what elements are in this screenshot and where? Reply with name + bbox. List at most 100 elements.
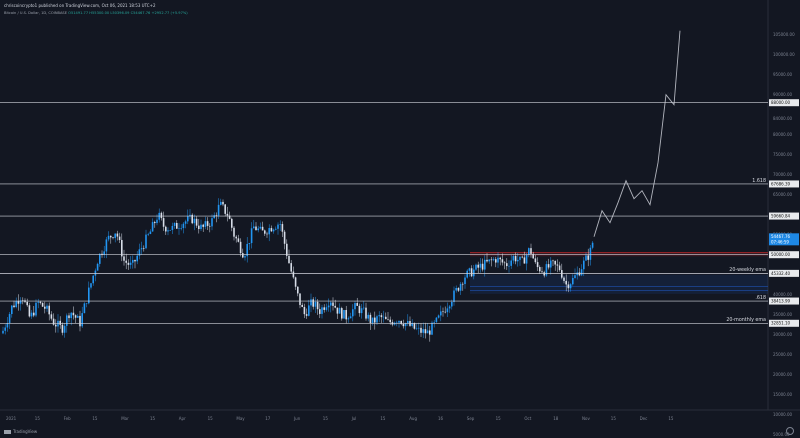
candle-body xyxy=(235,236,237,239)
candle-body xyxy=(415,328,418,330)
candle-body xyxy=(512,256,515,261)
candle-body xyxy=(88,287,90,304)
ohlc-open: O51491.77 xyxy=(68,11,89,15)
candle-body xyxy=(325,307,328,310)
candle-body xyxy=(308,305,310,316)
candle-body xyxy=(501,259,504,263)
time-axis-label: Feb xyxy=(64,416,72,421)
candle-body xyxy=(490,259,493,261)
footer-brand[interactable]: TradingView xyxy=(4,429,37,434)
symbol-name: Bitcoin / U.S. Dollar, 1D, COINBASE xyxy=(4,11,67,15)
candle-body xyxy=(72,312,75,316)
candle-body xyxy=(200,224,202,230)
projection-layer xyxy=(593,30,681,237)
candle-body xyxy=(470,268,473,277)
candle-body xyxy=(178,228,180,229)
candle-body xyxy=(442,311,444,313)
candle-body xyxy=(444,311,446,313)
candle-body xyxy=(156,219,158,224)
candle-body xyxy=(552,260,554,262)
candle-body xyxy=(503,262,506,264)
candle-body xyxy=(393,322,396,325)
ohlc-high: H55300.00 xyxy=(89,11,110,15)
candle-body xyxy=(101,253,103,255)
candle-body xyxy=(4,327,6,331)
candle-body xyxy=(202,224,204,227)
candle-body xyxy=(550,260,552,268)
candle-body xyxy=(48,305,50,315)
level-1618-tag-label: 67686.39 xyxy=(771,181,791,186)
candle-body xyxy=(92,275,94,284)
candle-body xyxy=(402,323,405,327)
level-618-annotation: .618 xyxy=(755,295,766,301)
candle-body xyxy=(321,307,323,314)
price-axis-label: 65000.00 xyxy=(773,192,793,197)
candle-body xyxy=(171,225,174,231)
candle-body xyxy=(334,305,336,308)
ohlc-change: +2952.77 (+5.97%) xyxy=(151,11,188,15)
candle-body xyxy=(453,290,455,302)
candle-body xyxy=(572,278,574,285)
candle-body xyxy=(162,218,165,227)
publisher-line: chriscoincrypto1 published on TradingVie… xyxy=(4,3,156,8)
candle-body xyxy=(528,248,530,255)
candle-body xyxy=(343,310,345,319)
candle-body xyxy=(103,251,105,255)
time-axis[interactable]: 2021 15 Feb 15 Mar 15 Apr 15 May 17 Jun 15 Jul 15 Aug 1… xyxy=(6,416,674,421)
candle-body xyxy=(127,262,130,265)
time-axis-label: 15 xyxy=(35,416,41,421)
last-price-tag xyxy=(769,233,799,246)
candle-body xyxy=(77,315,79,318)
candle-body xyxy=(389,319,391,323)
time-axis-label: 15 xyxy=(611,416,617,421)
candle-body xyxy=(44,306,46,309)
candle-body xyxy=(275,228,277,230)
candle-body xyxy=(277,224,279,229)
candle-body xyxy=(83,303,86,314)
candle-body xyxy=(574,275,576,279)
candle-body xyxy=(418,327,420,329)
candle-body xyxy=(451,301,453,307)
candle-body xyxy=(367,314,369,319)
candle-body xyxy=(222,201,224,205)
candle-body xyxy=(323,307,325,310)
candle-body xyxy=(583,260,585,270)
time-axis-label: 15 xyxy=(380,416,386,421)
candle-body xyxy=(497,257,499,263)
price-axis-label: 35000.00 xyxy=(773,312,793,317)
candle-body xyxy=(437,315,440,318)
candle-body xyxy=(413,322,416,329)
candle-body xyxy=(561,270,563,278)
countdown-label: 07:46:59 xyxy=(771,239,789,244)
candle-body xyxy=(464,277,466,285)
candle-body xyxy=(523,257,526,264)
candle-body xyxy=(508,265,510,267)
candle-body xyxy=(281,224,284,232)
candle-body xyxy=(132,260,134,263)
price-axis-label: 30000.00 xyxy=(773,332,793,337)
candle-body xyxy=(576,272,578,276)
candle-body xyxy=(314,301,317,307)
candle-body xyxy=(396,322,398,324)
candle-body xyxy=(541,271,543,273)
time-axis-label: 15 xyxy=(496,416,502,421)
candle-body xyxy=(110,235,112,238)
candle-body xyxy=(143,248,145,249)
price-axis-label: 20000.00 xyxy=(773,372,793,377)
candle-body xyxy=(30,312,33,317)
candle-body xyxy=(499,257,501,260)
candle-body xyxy=(477,264,479,268)
time-axis-label: May xyxy=(236,416,245,421)
level-59660-tag-label: 59660.84 xyxy=(771,213,791,218)
settings-gear-icon[interactable] xyxy=(786,427,794,435)
time-axis-label: 15 xyxy=(323,416,329,421)
candle-body xyxy=(138,249,141,256)
level-618-tag-label: 38413.99 xyxy=(771,298,791,303)
candle-body xyxy=(217,204,220,216)
candle-body xyxy=(136,255,138,262)
level-20w-ema-annotation: 20-weekly ema xyxy=(729,267,766,273)
candle-body xyxy=(286,243,288,256)
symbol-legend[interactable]: Bitcoin / U.S. Dollar, 1D, COINBASE O514… xyxy=(4,11,188,15)
candle-body xyxy=(17,301,20,304)
